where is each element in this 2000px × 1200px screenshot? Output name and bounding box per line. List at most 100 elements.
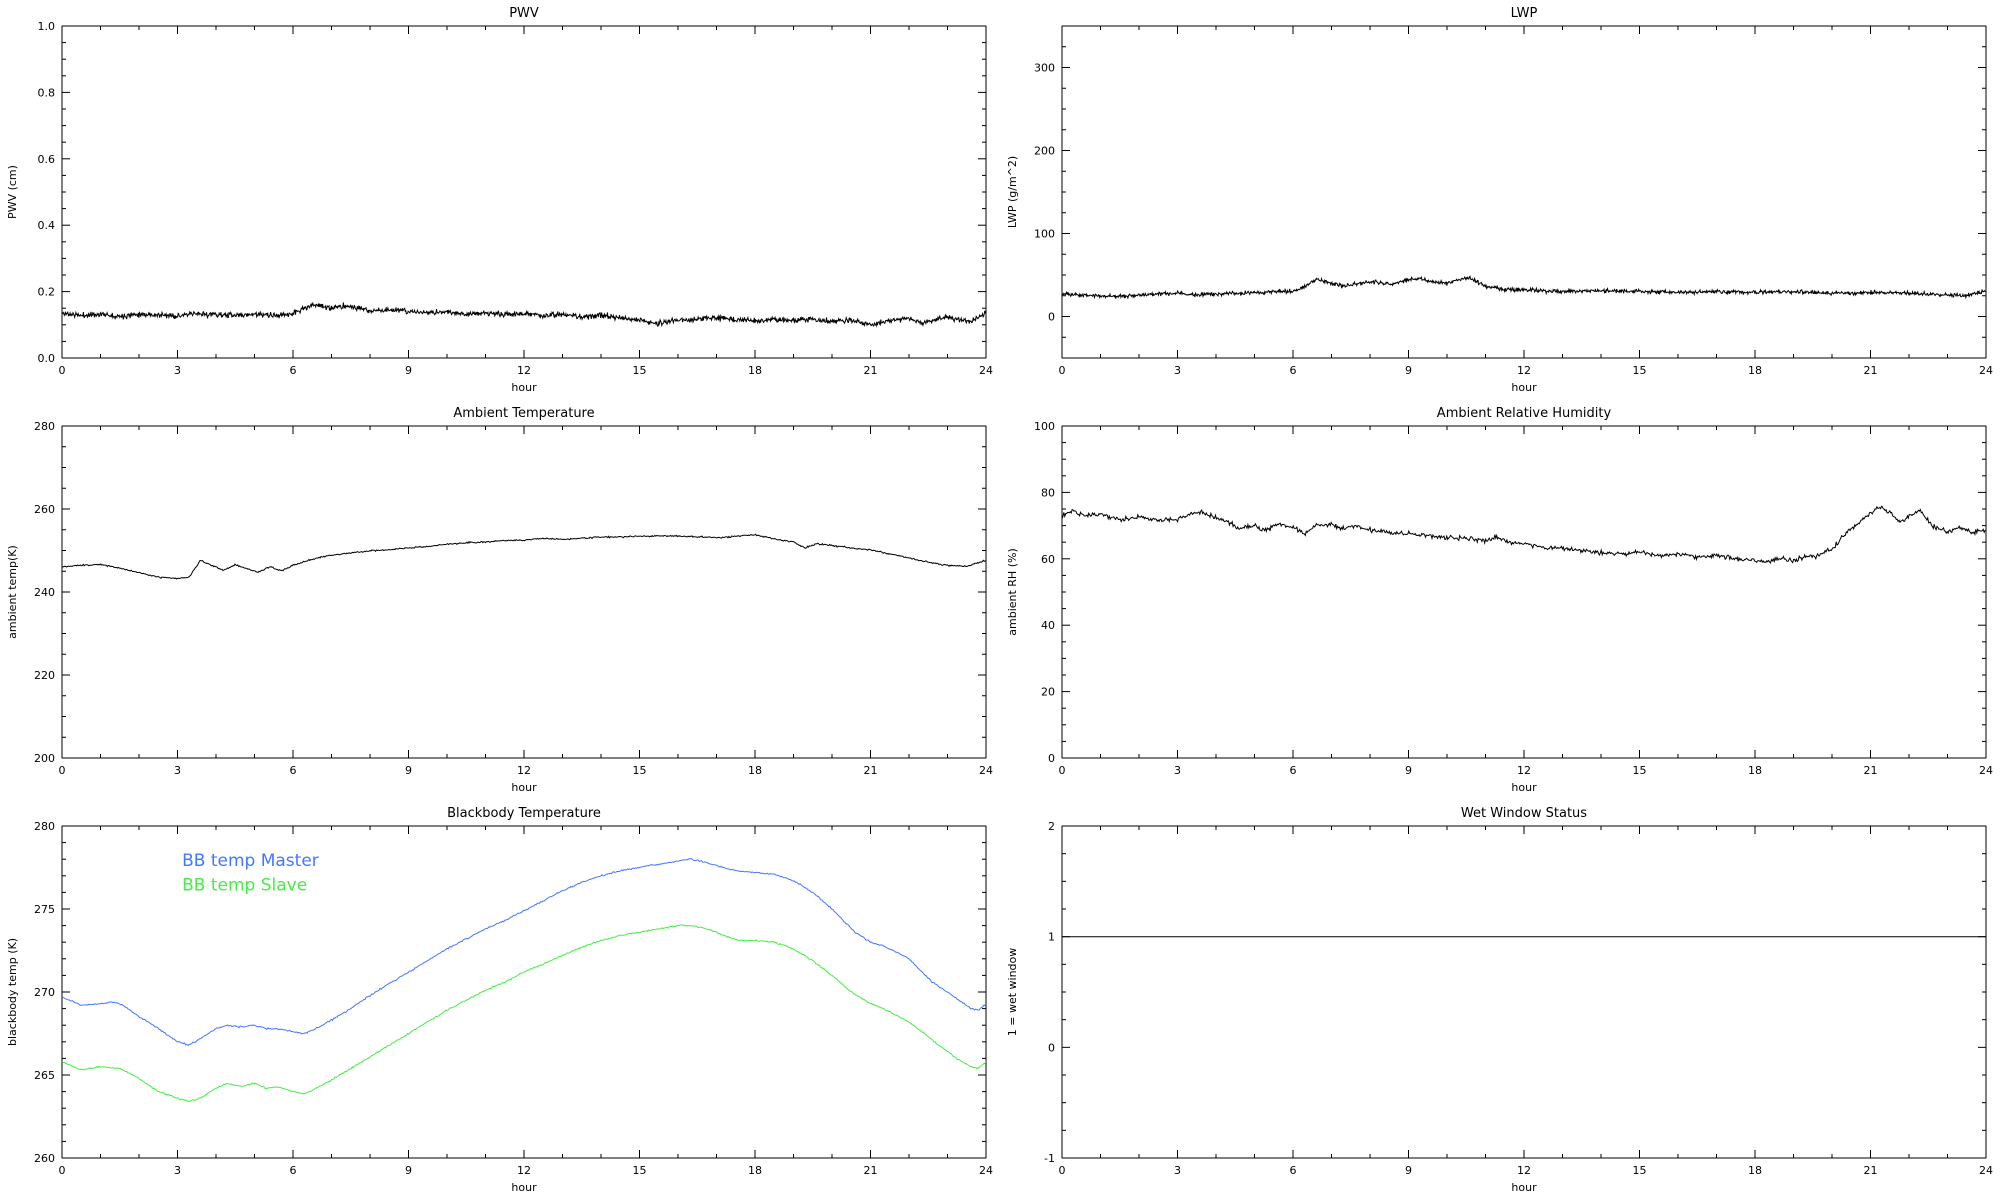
svg-text:6: 6 <box>290 764 297 777</box>
svg-text:260: 260 <box>34 1152 55 1165</box>
svg-text:-1: -1 <box>1044 1152 1055 1165</box>
svg-text:3: 3 <box>1174 1164 1181 1177</box>
svg-text:9: 9 <box>405 364 412 377</box>
svg-text:18: 18 <box>748 764 762 777</box>
svg-text:15: 15 <box>1633 364 1647 377</box>
svg-text:1: 1 <box>1048 931 1055 944</box>
svg-text:40: 40 <box>1041 619 1055 632</box>
blackbody-temperature-chart: 0 3 6 9 12 15 18 21 24 260 265 270 275 280 Blackbody T… <box>6 806 993 1194</box>
svg-text:3: 3 <box>1174 764 1181 777</box>
svg-text:ambient RH (%): ambient RH (%) <box>1006 548 1019 636</box>
svg-text:18: 18 <box>748 1164 762 1177</box>
svg-text:270: 270 <box>34 986 55 999</box>
svg-text:12: 12 <box>517 764 531 777</box>
svg-text:hour: hour <box>1511 381 1537 394</box>
svg-text:6: 6 <box>1290 1164 1297 1177</box>
svg-text:6: 6 <box>290 1164 297 1177</box>
svg-text:0: 0 <box>59 1164 66 1177</box>
svg-text:12: 12 <box>1517 364 1531 377</box>
svg-text:21: 21 <box>864 1164 878 1177</box>
svg-text:15: 15 <box>633 1164 647 1177</box>
svg-text:80: 80 <box>1041 486 1055 499</box>
svg-text:0: 0 <box>1059 764 1066 777</box>
panel-wet-window-status: 0 3 6 9 12 15 18 21 24 -1 0 1 2 Wet Window Status hour… <box>1000 800 2000 1200</box>
svg-text:9: 9 <box>1405 1164 1412 1177</box>
svg-text:12: 12 <box>517 1164 531 1177</box>
svg-text:3: 3 <box>174 364 181 377</box>
svg-text:hour: hour <box>1511 1181 1537 1194</box>
svg-text:LWP: LWP <box>1511 6 1538 21</box>
svg-text:18: 18 <box>1748 1164 1762 1177</box>
lwp-chart: 0 3 6 9 12 15 18 21 24 0 100 200 300 LWP hour LWP (g/m^… <box>1006 6 1993 394</box>
svg-text:2: 2 <box>1048 820 1055 833</box>
svg-text:6: 6 <box>1290 764 1297 777</box>
svg-text:9: 9 <box>1405 764 1412 777</box>
panel-blackbody-temperature: 0 3 6 9 12 15 18 21 24 260 265 270 275 280 Blackbody T… <box>0 800 1000 1200</box>
svg-text:3: 3 <box>1174 364 1181 377</box>
svg-text:hour: hour <box>511 381 537 394</box>
ambient-relative-humidity-chart: 0 3 6 9 12 15 18 21 24 0 20 40 60 80 100 Ambient Relati… <box>1006 406 1993 794</box>
svg-text:15: 15 <box>633 764 647 777</box>
svg-text:18: 18 <box>1748 364 1762 377</box>
svg-text:100: 100 <box>1034 228 1055 241</box>
svg-text:21: 21 <box>1864 364 1878 377</box>
svg-text:hour: hour <box>511 1181 537 1194</box>
svg-text:200: 200 <box>34 752 55 765</box>
svg-text:0: 0 <box>59 764 66 777</box>
panel-ambient-relative-humidity: 0 3 6 9 12 15 18 21 24 0 20 40 60 80 100 Ambient Relati… <box>1000 400 2000 800</box>
svg-text:9: 9 <box>405 764 412 777</box>
svg-text:0: 0 <box>1048 752 1055 765</box>
svg-text:15: 15 <box>1633 1164 1647 1177</box>
svg-text:0: 0 <box>1059 364 1066 377</box>
svg-text:BB temp Master: BB temp Master <box>182 851 319 871</box>
svg-text:12: 12 <box>1517 1164 1531 1177</box>
svg-text:21: 21 <box>1864 764 1878 777</box>
svg-text:12: 12 <box>517 364 531 377</box>
svg-text:0: 0 <box>59 364 66 377</box>
svg-text:1 = wet window: 1 = wet window <box>1006 948 1019 1037</box>
svg-text:Blackbody Temperature: Blackbody Temperature <box>447 806 601 821</box>
svg-text:24: 24 <box>1979 764 1993 777</box>
svg-text:24: 24 <box>979 764 993 777</box>
svg-text:0.8: 0.8 <box>38 86 56 99</box>
svg-text:18: 18 <box>748 364 762 377</box>
svg-text:260: 260 <box>34 503 55 516</box>
svg-text:9: 9 <box>405 1164 412 1177</box>
svg-text:PWV (cm): PWV (cm) <box>6 165 19 219</box>
svg-text:240: 240 <box>34 586 55 599</box>
pwv-chart: 0 3 6 9 12 15 18 21 24 0.0 0.2 0.4 0.6 0.8 1.0 PWV hour P… <box>6 6 993 394</box>
svg-text:200: 200 <box>1034 145 1055 158</box>
svg-text:6: 6 <box>1290 364 1297 377</box>
svg-text:hour: hour <box>511 781 537 794</box>
svg-text:Ambient Relative Humidity: Ambient Relative Humidity <box>1437 406 1612 421</box>
ambient-temperature-chart: 0 3 6 9 12 15 18 21 24 200 220 240 260 280 Ambient Tem… <box>6 406 993 794</box>
svg-text:12: 12 <box>1517 764 1531 777</box>
svg-text:275: 275 <box>34 903 55 916</box>
svg-text:60: 60 <box>1041 553 1055 566</box>
svg-text:0.6: 0.6 <box>38 153 56 166</box>
svg-text:100: 100 <box>1034 420 1055 433</box>
svg-text:3: 3 <box>174 1164 181 1177</box>
svg-text:BB temp Slave: BB temp Slave <box>182 876 307 896</box>
svg-text:300: 300 <box>1034 62 1055 75</box>
svg-text:20: 20 <box>1041 686 1055 699</box>
panel-lwp: 0 3 6 9 12 15 18 21 24 0 100 200 300 LWP hour LWP (g/m^… <box>1000 0 2000 400</box>
svg-text:LWP (g/m^2): LWP (g/m^2) <box>1006 156 1019 228</box>
svg-text:Wet Window Status: Wet Window Status <box>1461 806 1587 821</box>
panel-ambient-temperature: 0 3 6 9 12 15 18 21 24 200 220 240 260 280 Ambient Tem… <box>0 400 1000 800</box>
svg-text:9: 9 <box>1405 364 1412 377</box>
svg-text:hour: hour <box>1511 781 1537 794</box>
svg-text:0: 0 <box>1048 311 1055 324</box>
svg-text:24: 24 <box>979 1164 993 1177</box>
svg-text:6: 6 <box>290 364 297 377</box>
svg-text:280: 280 <box>34 420 55 433</box>
svg-text:1.0: 1.0 <box>38 20 56 33</box>
svg-text:0.2: 0.2 <box>38 286 56 299</box>
svg-text:24: 24 <box>1979 1164 1993 1177</box>
svg-text:21: 21 <box>1864 1164 1878 1177</box>
svg-text:0.0: 0.0 <box>38 352 56 365</box>
svg-text:0: 0 <box>1059 1164 1066 1177</box>
svg-text:3: 3 <box>174 764 181 777</box>
svg-text:0.4: 0.4 <box>38 219 56 232</box>
